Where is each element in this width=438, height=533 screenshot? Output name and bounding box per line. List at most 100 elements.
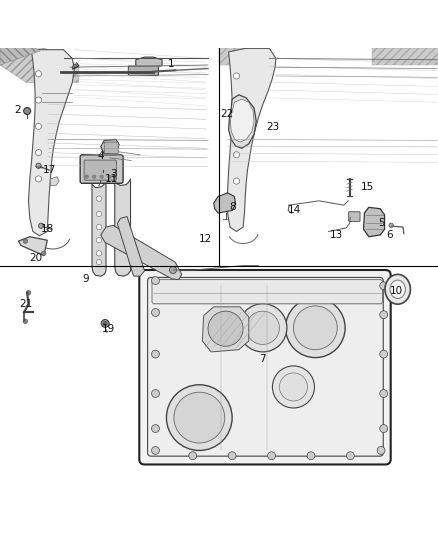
Circle shape [113,175,117,179]
Circle shape [152,277,159,285]
Polygon shape [101,140,119,155]
Circle shape [35,97,42,103]
Text: 22: 22 [220,109,233,119]
Circle shape [96,224,102,230]
Circle shape [208,311,243,346]
Circle shape [24,108,31,115]
Polygon shape [72,64,78,69]
Polygon shape [364,207,385,237]
FancyBboxPatch shape [148,278,383,456]
Circle shape [389,223,393,228]
Text: 10: 10 [390,286,403,296]
Polygon shape [214,193,236,213]
Circle shape [96,251,102,256]
Circle shape [307,452,315,459]
Ellipse shape [385,274,410,304]
Polygon shape [227,49,276,231]
Circle shape [35,123,42,130]
Polygon shape [115,179,131,276]
Circle shape [42,251,46,255]
Circle shape [100,175,103,179]
Circle shape [233,99,240,106]
Circle shape [346,452,354,459]
Circle shape [239,304,287,352]
Circle shape [99,162,107,169]
Circle shape [101,319,109,327]
Text: 18: 18 [41,224,54,235]
Circle shape [96,238,102,243]
Polygon shape [202,307,249,352]
Text: 2: 2 [14,104,21,115]
Text: 5: 5 [378,217,385,228]
Text: 7: 7 [259,354,266,365]
Circle shape [101,164,105,167]
FancyBboxPatch shape [128,66,159,76]
Text: 14: 14 [288,205,301,215]
Circle shape [380,350,388,358]
Text: 21: 21 [20,298,33,309]
Circle shape [279,373,307,401]
Text: 8: 8 [229,203,236,212]
Polygon shape [92,179,106,276]
Text: 15: 15 [360,182,374,192]
Circle shape [170,266,177,273]
Text: 1: 1 [167,59,174,69]
Circle shape [35,71,42,77]
Text: 9: 9 [82,274,89,284]
Text: 23: 23 [266,122,279,132]
Circle shape [35,176,42,182]
Circle shape [268,452,276,459]
Text: 6: 6 [386,230,393,240]
Circle shape [26,290,31,295]
Polygon shape [101,225,182,280]
Polygon shape [136,57,162,67]
Circle shape [166,385,232,450]
Circle shape [272,366,314,408]
FancyBboxPatch shape [104,142,118,154]
Polygon shape [18,237,47,255]
Circle shape [103,321,107,326]
Circle shape [380,282,388,290]
Circle shape [233,178,240,184]
Circle shape [380,311,388,319]
Polygon shape [230,99,254,142]
Circle shape [174,392,225,443]
FancyBboxPatch shape [152,280,382,304]
Circle shape [85,175,88,179]
Text: 13: 13 [330,230,343,240]
Polygon shape [50,177,59,185]
Circle shape [96,211,102,216]
Text: 20: 20 [29,253,42,263]
Circle shape [39,223,44,229]
Circle shape [35,150,42,156]
Polygon shape [372,47,438,65]
Ellipse shape [390,280,406,298]
Circle shape [246,311,279,344]
Text: 11: 11 [105,174,118,184]
FancyBboxPatch shape [80,155,123,183]
Circle shape [23,239,28,243]
Circle shape [233,125,240,132]
Circle shape [233,73,240,79]
Polygon shape [219,47,272,65]
Polygon shape [28,50,74,236]
Text: 12: 12 [198,235,212,244]
FancyBboxPatch shape [139,270,391,464]
FancyBboxPatch shape [84,160,117,180]
Polygon shape [117,216,145,276]
Circle shape [380,425,388,432]
Polygon shape [0,47,79,83]
Circle shape [92,175,96,179]
Circle shape [36,163,41,168]
Text: 19: 19 [102,324,115,334]
Text: 17: 17 [42,165,56,175]
Circle shape [233,152,240,158]
Circle shape [293,306,337,350]
FancyBboxPatch shape [349,212,360,221]
Polygon shape [229,95,256,148]
Circle shape [286,298,345,358]
Circle shape [152,350,159,358]
Circle shape [380,390,388,398]
Circle shape [377,447,385,455]
Circle shape [152,425,159,432]
